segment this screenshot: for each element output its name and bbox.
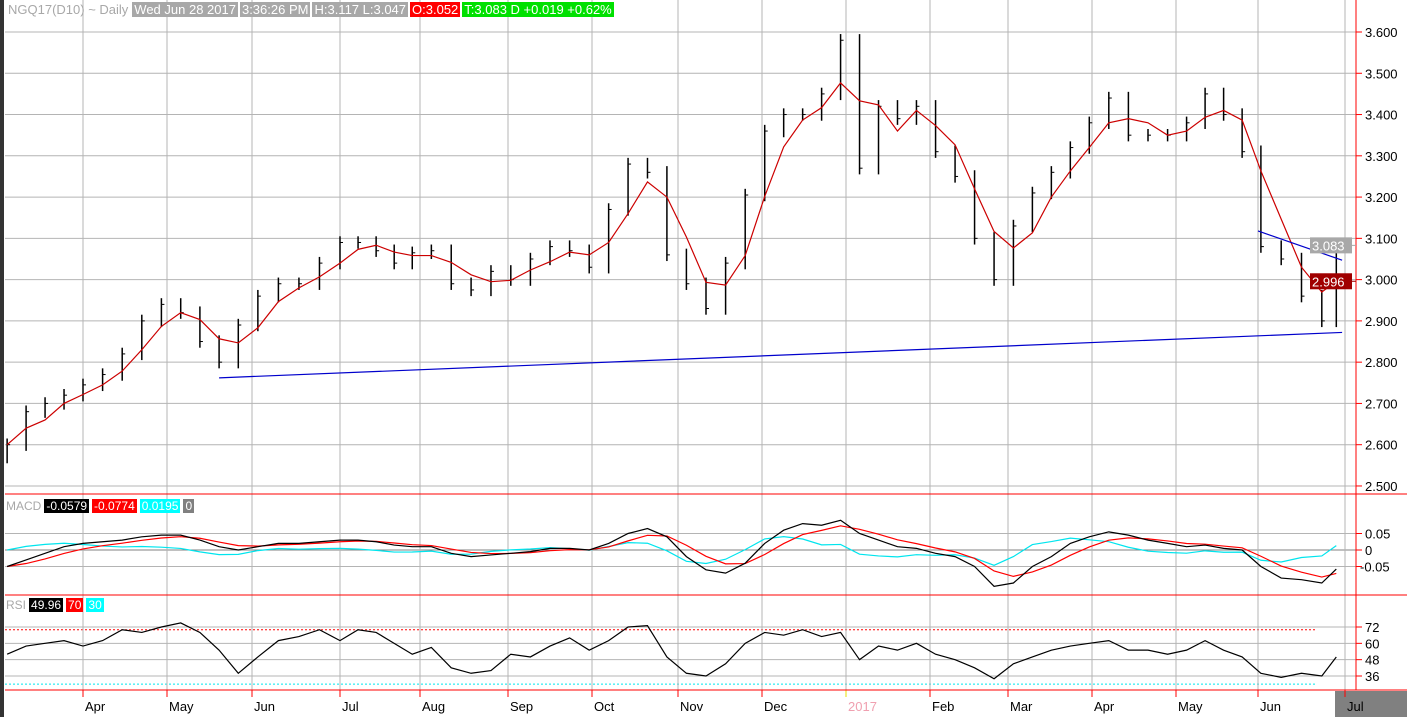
month-label: Apr xyxy=(85,699,106,714)
month-label: Feb xyxy=(932,699,954,714)
last-price-box xyxy=(1310,237,1352,254)
axis-corner xyxy=(1335,691,1407,717)
rsi-title: RSI xyxy=(6,598,27,612)
price-tick-label: 3.400 xyxy=(1365,108,1398,123)
month-label: Jun xyxy=(1260,699,1281,714)
last-price-label: 3.083 xyxy=(1312,238,1345,253)
macd-signal-value: -0.0774 xyxy=(92,499,137,513)
month-label: Oct xyxy=(594,699,615,714)
macd-tick-label: 0 xyxy=(1365,543,1372,558)
month-label: Apr xyxy=(1094,699,1115,714)
quote-header: NGQ17(D10) ~ Daily Wed Jun 28 2017 3:36:… xyxy=(6,2,614,17)
price-tick-label: 3.000 xyxy=(1365,273,1398,288)
macd-title: MACD xyxy=(6,499,42,513)
month-label: Jun xyxy=(254,699,275,714)
price-tick-label: 2.700 xyxy=(1365,396,1398,411)
macd-signal-line xyxy=(7,525,1337,578)
high-low-label: H:3.117 L:3.047 xyxy=(312,2,409,17)
time-label: 3:36:26 PM xyxy=(239,2,311,17)
price-tick-label: 3.500 xyxy=(1365,66,1398,81)
rsi-line xyxy=(6,622,1337,680)
month-label: Jul xyxy=(1347,699,1364,714)
macd-tick-label: 0.05 xyxy=(1365,527,1390,542)
rsi-lower-level: 30 xyxy=(86,598,104,612)
month-label: Aug xyxy=(422,699,445,714)
price-tick-label: 2.800 xyxy=(1365,355,1398,370)
month-label: May xyxy=(1178,699,1203,714)
open-label: O:3.052 xyxy=(410,2,461,17)
rsi-tick-label: 48 xyxy=(1365,653,1379,668)
rsi-tick-label: 72 xyxy=(1365,620,1379,635)
date-label: Wed Jun 28 2017 xyxy=(132,2,238,17)
month-label: Nov xyxy=(680,699,704,714)
macd-line xyxy=(6,519,1337,587)
month-label: Dec xyxy=(764,699,788,714)
macd-hist-value: 0.0195 xyxy=(139,499,181,513)
macd-histogram-line xyxy=(7,536,1337,566)
month-label: Sep xyxy=(510,699,533,714)
ma-value-label: 2.996 xyxy=(1312,274,1345,289)
macd-zero-value: 0 xyxy=(183,499,195,513)
macd-value: -0.0579 xyxy=(44,499,90,513)
price-tick-label: 3.200 xyxy=(1365,190,1398,205)
last-change-label: T:3.083 D +0.019 +0.62% xyxy=(462,2,614,17)
price-tick-label: 3.300 xyxy=(1365,149,1398,164)
moving-average-line xyxy=(6,82,1337,446)
trendline xyxy=(1257,230,1343,261)
month-label: 2017 xyxy=(848,699,877,714)
left-edge xyxy=(0,0,4,717)
month-label: May xyxy=(169,699,194,714)
price-tick-label: 2.500 xyxy=(1365,479,1398,494)
rsi-legend: RSI 49.96 70 30 xyxy=(6,598,104,612)
rsi-tick-label: 60 xyxy=(1365,636,1379,651)
rsi-value: 49.96 xyxy=(29,598,64,612)
macd-legend: MACD -0.0579 -0.0774 0.0195 0 xyxy=(6,499,195,513)
price-tick-label: 3.600 xyxy=(1365,25,1398,40)
ma-value-box xyxy=(1310,273,1352,290)
price-tick-label: 2.600 xyxy=(1365,438,1398,453)
rsi-upper-level: 70 xyxy=(66,598,84,612)
month-label: Mar xyxy=(1010,699,1033,714)
symbol-label: NGQ17(D10) ~ Daily xyxy=(8,2,129,17)
macd-tick-label: -0.05 xyxy=(1360,560,1390,575)
price-tick-label: 3.100 xyxy=(1365,231,1398,246)
month-label: Jul xyxy=(342,699,359,714)
rsi-tick-label: 36 xyxy=(1365,669,1379,684)
trendline xyxy=(219,331,1343,379)
price-tick-label: 2.900 xyxy=(1365,314,1398,329)
